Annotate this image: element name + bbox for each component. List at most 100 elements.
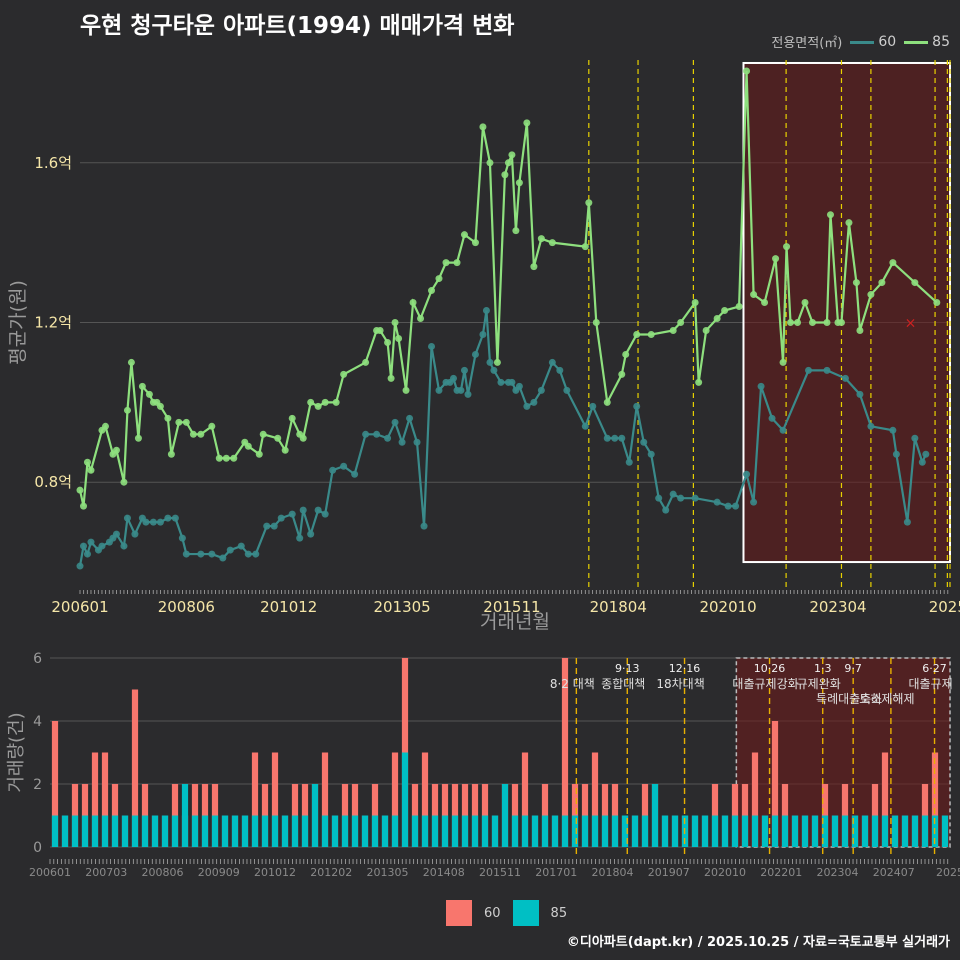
data-point-85 xyxy=(156,402,164,410)
data-point-60 xyxy=(321,510,329,518)
policy-label: 규제완화 xyxy=(797,677,841,691)
data-point-85 xyxy=(164,414,172,422)
bar-x-tick-label: 201701 xyxy=(535,866,577,879)
data-point-85 xyxy=(395,334,403,342)
bar-85 xyxy=(161,815,169,847)
bar-85 xyxy=(771,815,779,847)
data-point-85 xyxy=(288,414,296,422)
data-point-85 xyxy=(134,434,142,442)
legend-box-85 xyxy=(512,900,539,926)
bar-x-tick-label: 202010 xyxy=(704,866,746,879)
data-point-60 xyxy=(669,490,677,498)
bar-85 xyxy=(941,815,949,847)
data-point-60 xyxy=(142,518,150,526)
data-point-85 xyxy=(80,502,88,510)
bar-60 xyxy=(751,752,759,847)
data-point-85 xyxy=(145,390,153,398)
policy-label: 대출규제강화 xyxy=(732,677,798,691)
bar-85 xyxy=(81,815,89,847)
bar-85 xyxy=(741,815,749,847)
data-point-60 xyxy=(288,510,296,518)
data-point-85 xyxy=(83,458,91,466)
data-point-85 xyxy=(402,386,410,394)
data-point-60 xyxy=(98,542,106,550)
policy-label: 대출규제 xyxy=(908,677,952,691)
data-point-85 xyxy=(471,239,479,247)
bar-85 xyxy=(611,815,619,847)
data-point-85 xyxy=(362,358,370,366)
data-point-60 xyxy=(677,494,685,502)
data-point-60 xyxy=(611,434,619,442)
bar-85 xyxy=(541,815,549,847)
data-point-60 xyxy=(406,414,414,422)
data-point-60 xyxy=(647,450,655,458)
data-point-60 xyxy=(244,550,252,558)
bar-85 xyxy=(671,815,679,847)
bar-x-tick-label: 201408 xyxy=(423,866,465,879)
bar-85 xyxy=(501,784,509,847)
data-point-60 xyxy=(713,498,721,506)
bar-85 xyxy=(141,815,149,847)
data-point-60 xyxy=(83,550,91,558)
bar-60 xyxy=(391,752,399,847)
bar-85 xyxy=(601,815,609,847)
data-point-85 xyxy=(852,279,860,287)
data-point-85 xyxy=(512,227,520,235)
data-point-85 xyxy=(197,430,205,438)
bar-85 xyxy=(311,784,319,847)
data-point-85 xyxy=(182,418,190,426)
bar-85 xyxy=(301,815,309,847)
bar-60 xyxy=(91,752,99,847)
data-point-60 xyxy=(391,418,399,426)
price-marker: × xyxy=(905,316,917,332)
bar-85 xyxy=(871,815,879,847)
data-point-85 xyxy=(417,315,425,323)
bar-x-tick-label: 201202 xyxy=(310,866,352,879)
bar-85 xyxy=(891,815,899,847)
data-point-60 xyxy=(164,514,172,522)
data-point-60 xyxy=(237,542,245,550)
bar-85 xyxy=(51,815,59,847)
highlight-box xyxy=(742,61,952,564)
bar-85 xyxy=(701,815,709,847)
price-line-chart: 0.8억 1.2억 1.6억 200601 200806 201012 201305 2015… xyxy=(7,60,960,633)
bar-85 xyxy=(621,815,629,847)
data-point-85 xyxy=(537,235,545,243)
y-tick-label: 1.6억 xyxy=(34,154,72,172)
bar-60 xyxy=(51,721,59,847)
x-tick-label: 201511 xyxy=(483,598,540,616)
data-point-60 xyxy=(589,402,597,410)
data-point-85 xyxy=(479,123,487,131)
data-point-85 xyxy=(340,370,348,378)
data-point-60 xyxy=(299,506,307,514)
data-point-85 xyxy=(695,378,703,386)
bar-85 xyxy=(921,815,929,847)
data-point-85 xyxy=(307,398,315,406)
data-point-85 xyxy=(647,330,655,338)
data-point-85 xyxy=(618,370,626,378)
data-point-60 xyxy=(841,374,849,382)
legend-swatch-85 xyxy=(904,40,929,44)
x-tick-label: 201804 xyxy=(590,598,647,616)
bar-85 xyxy=(531,815,539,847)
data-point-85 xyxy=(101,422,109,430)
bar-85 xyxy=(911,815,919,847)
bar-85 xyxy=(411,815,419,847)
data-point-60 xyxy=(449,374,457,382)
data-point-60 xyxy=(131,530,139,538)
data-point-85 xyxy=(823,319,831,326)
data-point-60 xyxy=(757,382,765,390)
bar-x-tick-label: 201804 xyxy=(592,866,634,879)
bar-85 xyxy=(781,815,789,847)
bar-85 xyxy=(491,815,499,847)
data-point-60 xyxy=(197,550,205,558)
data-point-85 xyxy=(508,151,516,159)
data-point-85 xyxy=(801,299,809,307)
bar-85 xyxy=(261,815,269,847)
data-point-60 xyxy=(563,386,571,394)
x-tick-label: 201012 xyxy=(260,598,317,616)
data-point-60 xyxy=(435,386,443,394)
data-point-60 xyxy=(80,542,88,550)
data-point-60 xyxy=(867,422,875,430)
